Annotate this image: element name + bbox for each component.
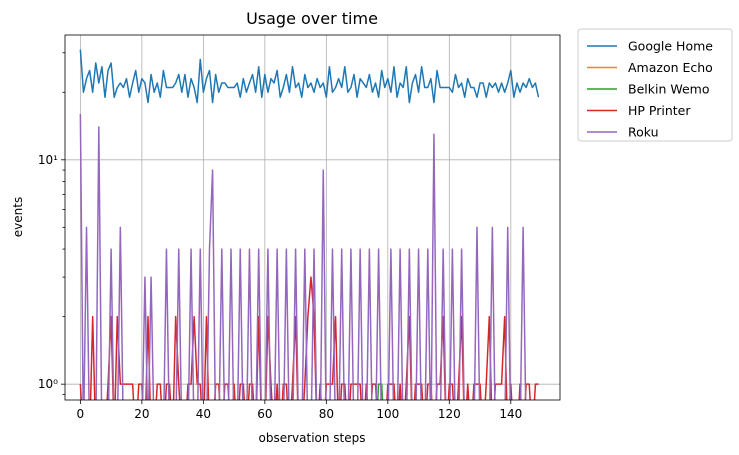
x-tick-label: 80: [319, 407, 334, 421]
x-tick-label: 20: [134, 407, 149, 421]
axis-ticks: 0 20 40 60 80 100 120 140 10⁰ 10¹: [38, 52, 522, 421]
plot-area: [79, 49, 540, 400]
series-line-hp-printer: [79, 276, 539, 400]
x-tick-label: 140: [499, 407, 522, 421]
x-tick-label: 100: [376, 407, 399, 421]
series-line-google-home: [79, 49, 540, 104]
legend-label-belkin-wemo: Belkin Wemo: [628, 82, 710, 97]
x-tick-label: 40: [196, 407, 211, 421]
legend-label-amazon-echo: Amazon Echo: [628, 60, 713, 75]
plot-frame: [64, 34, 561, 401]
x-tick-label: 0: [77, 407, 85, 421]
y-axis-label: events: [11, 197, 25, 237]
chart-title: Usage over time: [246, 9, 378, 28]
x-tick-label: 120: [438, 407, 461, 421]
x-tick-label: 60: [257, 407, 272, 421]
y-tick-label: 10¹: [38, 153, 58, 167]
legend-frame: [577, 28, 733, 142]
y-tick-label: 10⁰: [38, 377, 58, 391]
x-axis-label: observation steps: [259, 431, 366, 445]
legend-label-roku: Roku: [628, 125, 659, 140]
legend: Google Home Amazon Echo Belkin Wemo HP Prin…: [577, 28, 733, 142]
legend-label-google-home: Google Home: [628, 39, 713, 54]
series-group: [79, 49, 540, 400]
series-line-roku: [79, 114, 527, 400]
legend-items: Google Home Amazon Echo Belkin Wemo HP Prin…: [587, 39, 713, 140]
legend-label-hp-printer: HP Printer: [628, 103, 691, 118]
